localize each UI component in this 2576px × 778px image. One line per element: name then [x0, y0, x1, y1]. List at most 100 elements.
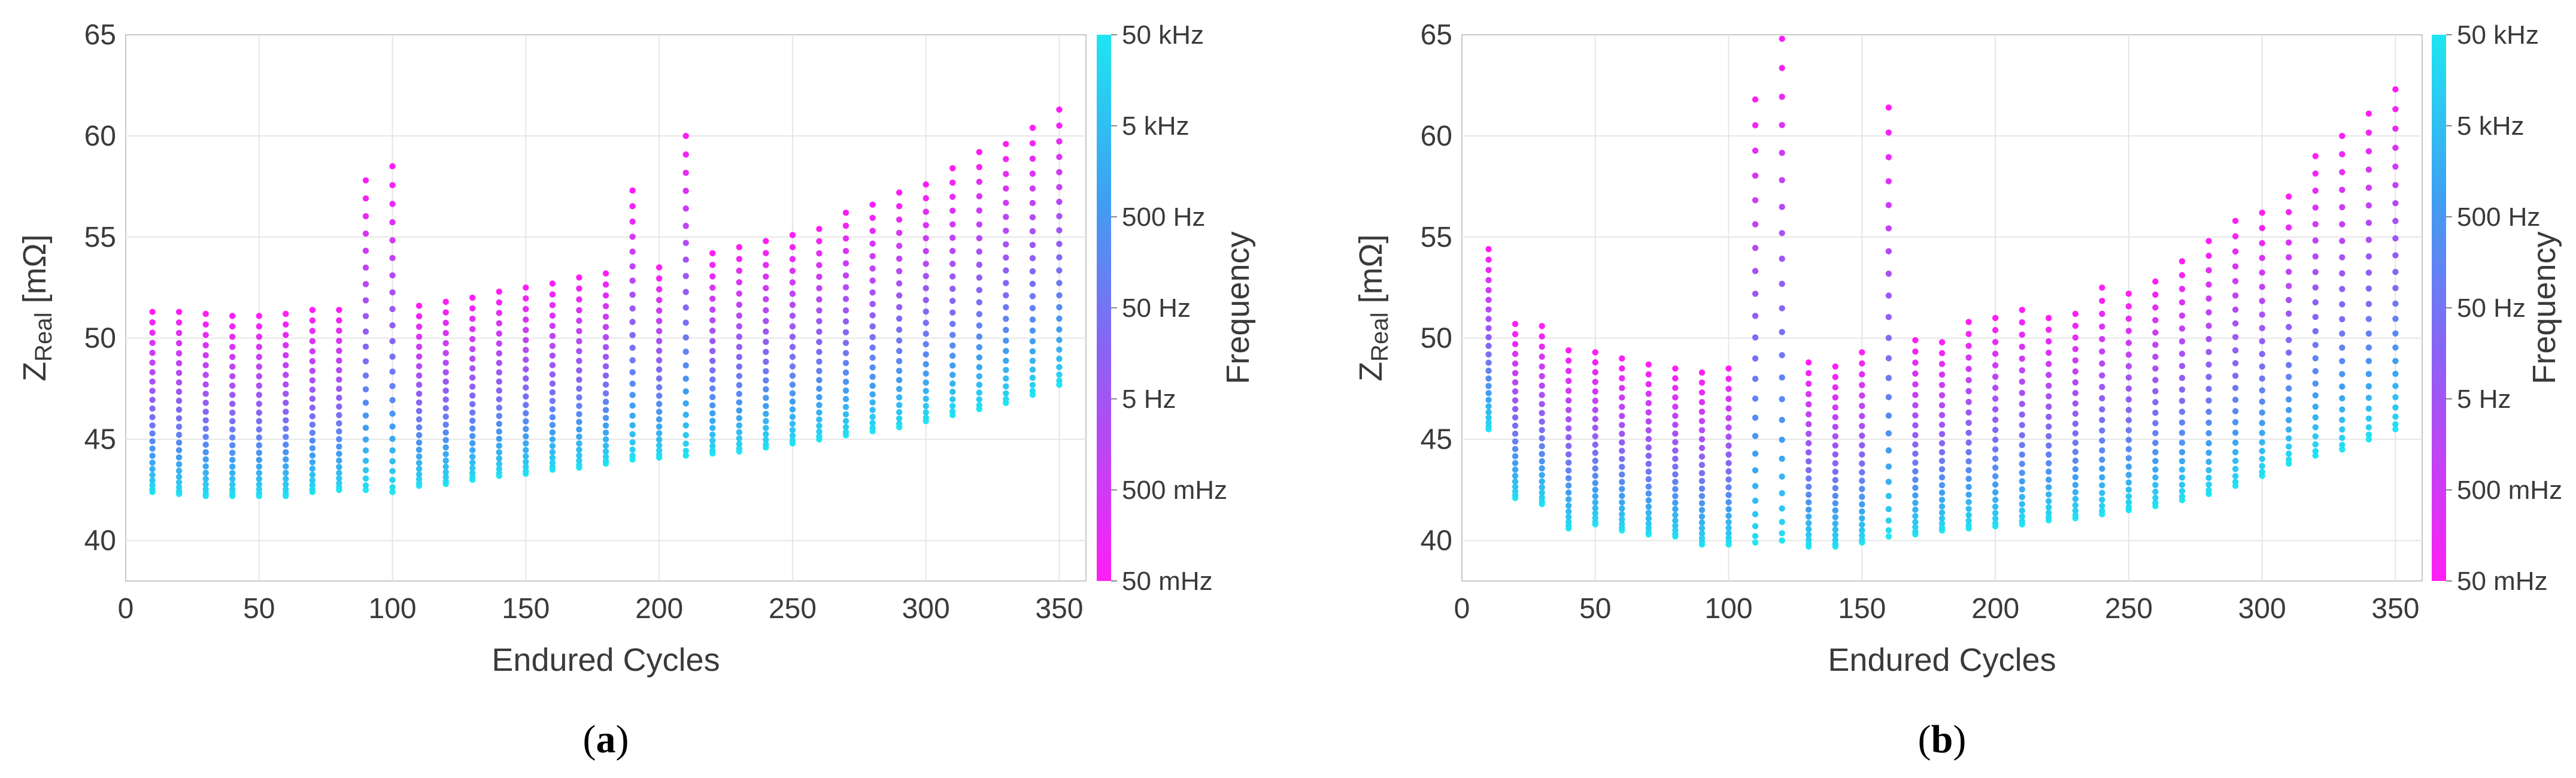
data-point	[2125, 315, 2132, 322]
data-point	[523, 458, 529, 465]
data-point	[415, 432, 423, 438]
data-point	[2046, 393, 2052, 399]
data-point	[976, 402, 983, 408]
data-point	[869, 364, 876, 371]
data-point	[1512, 360, 1519, 367]
x-tick-label: 350	[2371, 593, 2419, 625]
data-point	[709, 443, 716, 449]
data-point	[842, 429, 849, 435]
data-point	[1832, 500, 1838, 507]
data-point	[1832, 423, 1838, 430]
data-point	[2072, 346, 2079, 352]
data-point	[2178, 299, 2186, 305]
data-point	[1512, 397, 1519, 404]
data-point	[1056, 315, 1063, 322]
data-point	[896, 255, 903, 262]
data-point	[2339, 416, 2346, 423]
data-point	[2178, 466, 2186, 473]
colorbar-title-a: Frequency	[1220, 231, 1256, 384]
data-point	[1992, 373, 1999, 380]
data-point	[336, 420, 342, 427]
data-point	[2019, 343, 2025, 350]
data-point	[629, 305, 636, 312]
data-point	[1029, 255, 1036, 262]
data-point	[256, 463, 262, 470]
data-point	[602, 414, 609, 421]
data-point	[869, 334, 876, 341]
data-point	[149, 477, 156, 484]
data-point	[816, 226, 823, 232]
data-point	[2259, 439, 2265, 446]
data-point	[2152, 365, 2159, 372]
data-point	[576, 457, 582, 464]
data-point	[2152, 449, 2159, 456]
data-point	[1029, 388, 1036, 394]
data-point	[576, 419, 582, 425]
data-point	[976, 235, 983, 241]
data-point	[496, 310, 502, 316]
data-point	[2152, 304, 2159, 311]
data-point	[1056, 346, 1063, 353]
data-point	[1725, 460, 1732, 467]
data-point	[842, 247, 849, 255]
data-point	[1512, 379, 1519, 386]
data-point	[202, 390, 209, 397]
x-tick-label: 350	[1035, 593, 1083, 625]
data-point	[149, 471, 156, 479]
data-point	[736, 312, 743, 319]
data-point	[2339, 186, 2346, 193]
data-point	[1056, 364, 1063, 371]
data-point	[1912, 500, 1919, 506]
data-point	[1912, 513, 1919, 519]
data-point	[2152, 377, 2159, 383]
data-point	[1938, 402, 1946, 408]
data-point	[2232, 248, 2239, 255]
data-point	[2019, 513, 2025, 520]
data-point	[2125, 352, 2132, 358]
data-point	[202, 449, 209, 456]
data-point	[415, 476, 423, 483]
data-point	[1056, 254, 1063, 261]
data-point	[1912, 441, 1919, 448]
data-point	[1832, 468, 1838, 475]
data-point	[682, 400, 689, 407]
data-point	[283, 449, 289, 456]
data-point	[1912, 412, 1919, 419]
data-point	[629, 277, 636, 284]
data-point	[2286, 362, 2292, 368]
data-point	[1565, 377, 1572, 385]
data-point	[1938, 474, 1946, 481]
data-point	[682, 205, 689, 212]
data-point	[1752, 334, 1759, 341]
data-point	[149, 405, 156, 412]
x-tick-label: 250	[2105, 593, 2153, 625]
data-point	[523, 384, 529, 391]
data-point	[656, 416, 663, 423]
data-point	[896, 315, 903, 322]
data-point	[1539, 494, 1545, 501]
data-point	[949, 389, 956, 395]
data-point	[1619, 355, 1625, 362]
data-point	[549, 455, 556, 461]
data-point	[309, 368, 316, 374]
data-point	[362, 372, 369, 379]
data-point	[923, 341, 929, 347]
data-point	[1992, 446, 1999, 453]
data-point	[175, 467, 183, 474]
data-point	[949, 221, 956, 228]
data-point	[1485, 325, 1492, 332]
data-point	[496, 461, 502, 467]
data-point	[1938, 449, 1946, 456]
data-point	[256, 442, 262, 449]
data-point	[336, 357, 342, 364]
data-point	[2178, 338, 2186, 345]
data-point	[656, 408, 663, 415]
data-point	[1992, 473, 1999, 480]
data-point	[2205, 309, 2212, 316]
data-point	[1512, 488, 1519, 495]
data-point	[2339, 286, 2346, 292]
data-point	[336, 403, 342, 410]
data-point	[709, 367, 716, 374]
data-point	[175, 388, 183, 395]
data-point	[523, 305, 529, 313]
